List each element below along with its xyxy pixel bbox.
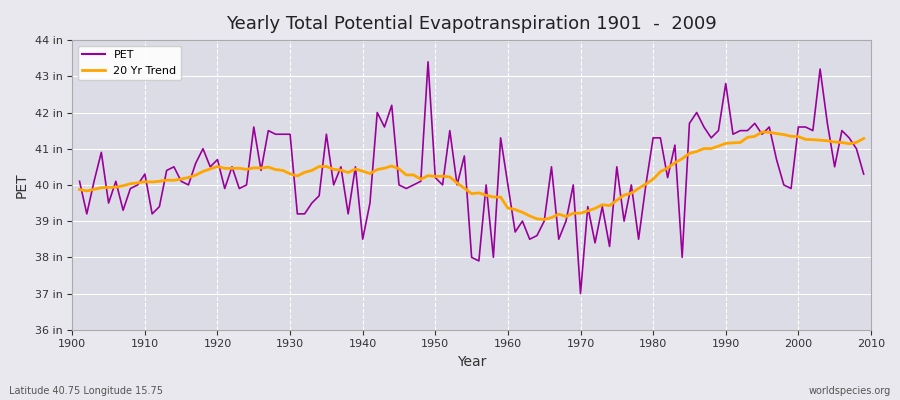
Legend: PET, 20 Yr Trend: PET, 20 Yr Trend <box>77 46 181 80</box>
Text: worldspecies.org: worldspecies.org <box>809 386 891 396</box>
Text: Latitude 40.75 Longitude 15.75: Latitude 40.75 Longitude 15.75 <box>9 386 163 396</box>
Y-axis label: PET: PET <box>15 172 29 198</box>
X-axis label: Year: Year <box>457 355 486 369</box>
Title: Yearly Total Potential Evapotranspiration 1901  -  2009: Yearly Total Potential Evapotranspiratio… <box>226 15 717 33</box>
